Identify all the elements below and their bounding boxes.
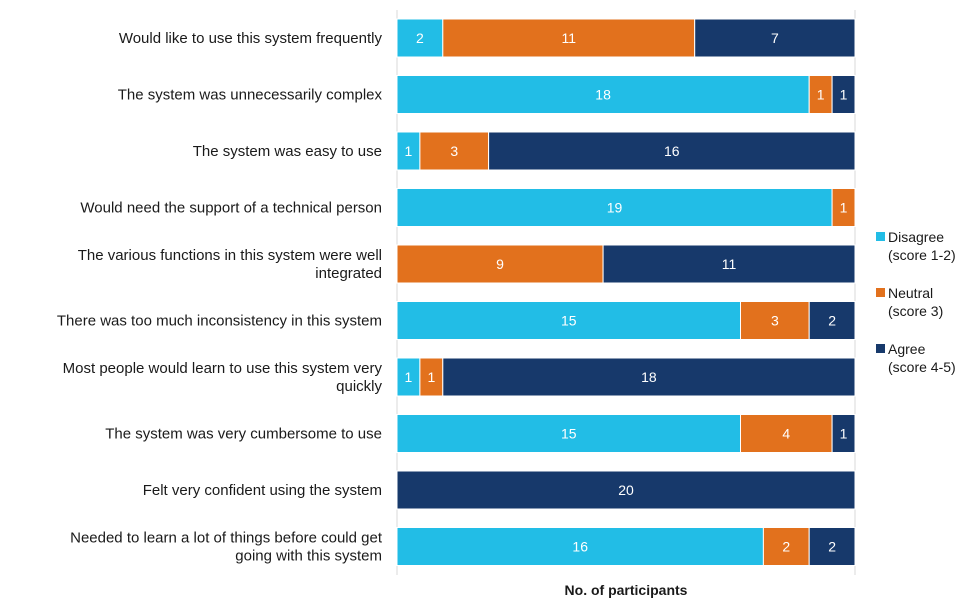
legend-entry-line: (score 4-5) xyxy=(888,359,956,375)
category-label-line: integrated xyxy=(315,265,382,282)
category-label-line: The system was easy to use xyxy=(193,143,382,160)
category-label: There was too much inconsistency in this… xyxy=(57,313,382,330)
bar-data-label: 16 xyxy=(664,143,680,159)
category-label: The system was very cumbersome to use xyxy=(105,426,382,443)
bar-segment xyxy=(831,414,856,453)
legend-entry: Agree (score 4-5) xyxy=(888,341,956,375)
bar-segment xyxy=(808,527,856,566)
bar-segment xyxy=(808,301,856,340)
bar-data-label: 19 xyxy=(607,200,623,216)
bar-data-label: 9 xyxy=(496,256,504,272)
category-label-line: The system was very cumbersome to use xyxy=(105,426,382,443)
legend-swatch xyxy=(876,344,885,353)
category-label: Would like to use this system frequently xyxy=(119,30,383,47)
bar-segment xyxy=(396,301,741,340)
bar-segment xyxy=(396,244,604,284)
bar-data-label: 4 xyxy=(782,426,790,442)
category-label: Felt very confident using the system xyxy=(143,482,382,499)
category-label-line: The system was unnecessarily complex xyxy=(118,87,383,104)
bar-data-label: 1 xyxy=(405,143,413,159)
bar-segment xyxy=(396,470,856,510)
bar-data-label: 3 xyxy=(450,143,458,159)
bar-data-label: 7 xyxy=(771,30,779,46)
bar-data-label: 2 xyxy=(828,539,836,555)
bar-segment xyxy=(740,301,810,340)
bar-data-label: 1 xyxy=(427,369,435,385)
bar-data-label: 18 xyxy=(595,87,611,103)
bar-data-label: 16 xyxy=(572,539,588,555)
bar-segment xyxy=(396,188,833,227)
category-label-line: going with this system xyxy=(235,548,382,565)
legend-entry-line: Neutral xyxy=(888,285,933,301)
category-label: The system was easy to use xyxy=(193,143,382,160)
bar-data-label: 2 xyxy=(782,539,790,555)
category-label-line: Needed to learn a lot of things before c… xyxy=(70,530,383,547)
category-label: Would need the support of a technical pe… xyxy=(80,200,382,217)
category-labels: Would like to use this system frequently… xyxy=(57,30,383,565)
legend-entry-line: Disagree xyxy=(888,229,944,245)
category-label-line: Would need the support of a technical pe… xyxy=(80,200,382,217)
bar-data-label: 1 xyxy=(405,369,413,385)
bar-data-label: 15 xyxy=(561,426,577,442)
category-label-line: Would like to use this system frequently xyxy=(119,30,383,47)
bar-data-label: 1 xyxy=(840,426,848,442)
bar-segment xyxy=(831,188,856,227)
bar-data-label: 1 xyxy=(840,87,848,103)
bar-segment xyxy=(602,244,856,284)
bar-data-label: 1 xyxy=(817,87,825,103)
bar-data-label: 15 xyxy=(561,313,577,329)
category-label: Most people would learn to use this syst… xyxy=(63,360,383,395)
category-label-line: quickly xyxy=(336,378,382,395)
bar-segment xyxy=(762,527,810,566)
bar-data-label: 11 xyxy=(561,30,576,46)
category-label-line: Most people would learn to use this syst… xyxy=(63,360,383,377)
bar-data-label: 18 xyxy=(641,369,657,385)
bar-data-label: 1 xyxy=(840,200,848,216)
bar-segment xyxy=(396,414,741,453)
bar-segment xyxy=(442,18,696,58)
category-label-line: Felt very confident using the system xyxy=(143,482,382,499)
bar-segment xyxy=(442,357,856,397)
bar-segment xyxy=(488,131,856,171)
category-label: The various functions in this system wer… xyxy=(78,247,382,282)
legend-swatch xyxy=(876,232,885,241)
x-axis-title: No. of participants xyxy=(565,582,688,598)
legend-entry-line: Agree xyxy=(888,341,926,357)
legend-entry-line: (score 3) xyxy=(888,303,943,319)
bar-segment xyxy=(694,18,856,58)
legend-entry-line: (score 1-2) xyxy=(888,247,956,263)
category-label: Needed to learn a lot of things before c… xyxy=(70,530,383,565)
category-label: The system was unnecessarily complex xyxy=(118,87,383,104)
bar-data-label: 2 xyxy=(416,30,424,46)
category-label-line: There was too much inconsistency in this… xyxy=(57,313,382,330)
bar-data-label: 2 xyxy=(828,313,836,329)
legend-entry: Neutral (score 3) xyxy=(888,285,943,319)
legend-entry: Disagree (score 1-2) xyxy=(888,229,956,263)
bar-data-label: 3 xyxy=(771,313,779,329)
bar-segment xyxy=(396,527,764,566)
bar-segment xyxy=(419,131,490,171)
bar-data-label: 11 xyxy=(722,256,737,272)
bar-segment xyxy=(831,75,856,114)
legend-swatch xyxy=(876,288,885,297)
legend: Disagree (score 1-2) Neutral (score 3) Agree… xyxy=(876,229,956,375)
bar-segment xyxy=(396,75,810,114)
bar-data-label: 20 xyxy=(618,482,634,498)
category-label-line: The various functions in this system wer… xyxy=(78,247,382,264)
